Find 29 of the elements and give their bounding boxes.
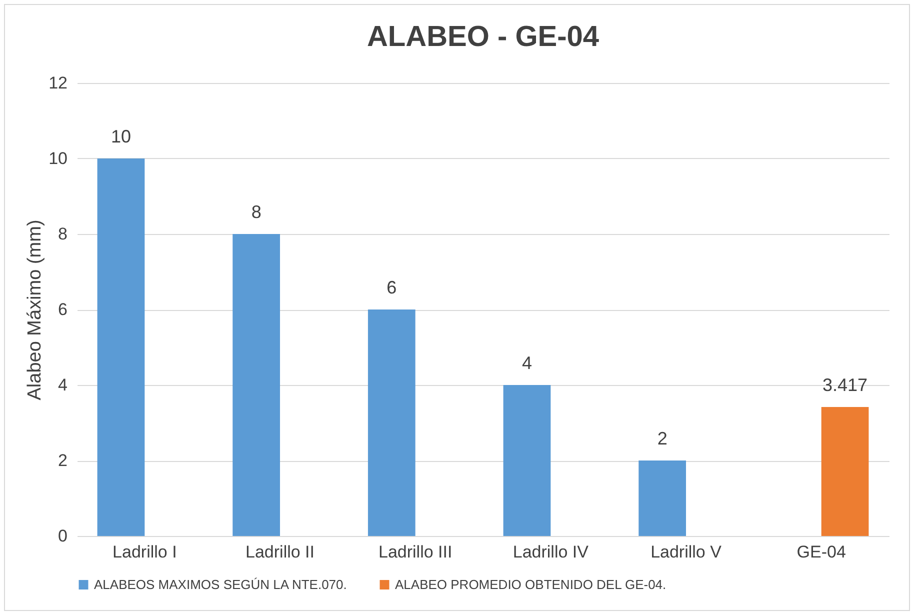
data-label: 2: [657, 428, 668, 448]
legend-label: ALABEO PROMEDIO OBTENIDO DEL GE-04.: [395, 576, 666, 592]
bar: [503, 385, 551, 536]
x-tick-label: Ladrillo III: [378, 542, 452, 562]
bar: [821, 407, 869, 536]
legend-label: ALABEOS MAXIMOS SEGÚN LA NTE.070.: [94, 576, 347, 592]
y-tick-label: 2: [58, 451, 68, 470]
bar: [638, 460, 686, 536]
y-tick-label: 4: [58, 376, 68, 394]
y-tick-label: 10: [48, 149, 68, 168]
y-tick-label: 6: [58, 300, 68, 319]
data-label: 4: [522, 353, 532, 373]
bar: [368, 310, 416, 536]
data-label: 6: [386, 278, 397, 298]
x-tick-label: Ladrillo V: [650, 542, 722, 562]
x-tick-label: GE-04: [796, 542, 846, 562]
data-label: 10: [110, 126, 131, 146]
x-tick-label: Ladrillo II: [246, 542, 314, 562]
y-tick-label: 8: [58, 224, 68, 244]
data-label: 3.417: [822, 375, 868, 396]
data-label: 8: [251, 202, 262, 222]
bar: [232, 234, 280, 536]
y-axis-title: Alabeo Máximo (mm): [24, 220, 46, 400]
y-tick-label: 12: [48, 74, 68, 92]
bar: [97, 158, 145, 536]
x-tick-label: Ladrillo IV: [512, 542, 590, 562]
x-tick-label: Ladrillo I: [112, 542, 177, 562]
chart-title: ALABEO - GE-04: [366, 21, 600, 53]
y-tick-label: 0: [58, 526, 68, 546]
